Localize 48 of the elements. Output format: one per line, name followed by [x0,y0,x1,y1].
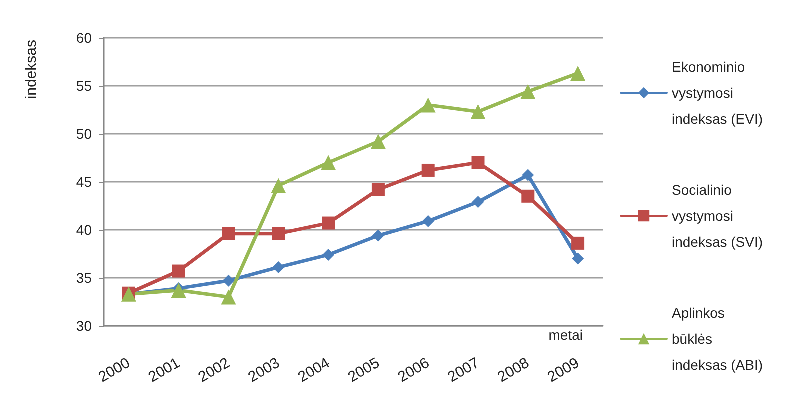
point [222,274,235,287]
y-tick-label: 45 [76,174,92,190]
point [522,190,535,203]
point [370,134,386,150]
point [372,183,385,196]
point [570,66,586,82]
point [422,215,434,228]
x-tick-label: 2007 [445,354,482,386]
x-tick-label: 2003 [246,354,283,386]
y-tick-label: 30 [76,318,92,334]
point [222,227,236,240]
point [322,248,335,261]
point [472,156,485,170]
point [271,178,286,194]
y-tick-label: 50 [76,126,92,142]
point [322,216,336,230]
point [272,227,286,240]
x-tick-label: 2009 [544,354,582,386]
x-tick-label: 2002 [196,354,233,386]
x-tick-label: 2004 [295,354,333,386]
x-tick-label: 2005 [345,354,383,386]
legend-label: Socialinio vystymosi indeksas (SVI) [672,182,764,250]
x-tick-label: 2008 [495,354,532,386]
point [372,230,384,242]
point [520,84,536,100]
point [522,169,534,182]
point [221,290,236,305]
point [321,155,336,170]
legend-label: Aplinkos būklės indeksas (ABI) [672,305,764,373]
y-tick-label: 60 [76,30,92,46]
point [420,98,436,113]
x-tick-label: 2001 [146,354,184,386]
y-tick-label: 35 [76,270,92,286]
y-tick-label: 55 [76,78,92,94]
point [572,236,585,250]
point [470,104,486,120]
x-axis-title: metai [548,327,583,343]
y-tick-label: 40 [76,222,92,238]
x-tick-label: 2000 [96,354,134,386]
x-tick-label: 2006 [395,354,433,386]
point [272,261,285,274]
point [171,282,186,298]
y-axis-title: indeksas [23,40,40,100]
point [172,264,186,278]
legend-label: Ekonominio vystymosi indeksas (EVI) [672,59,764,127]
point [572,252,584,265]
point [472,196,484,208]
point [422,164,435,177]
